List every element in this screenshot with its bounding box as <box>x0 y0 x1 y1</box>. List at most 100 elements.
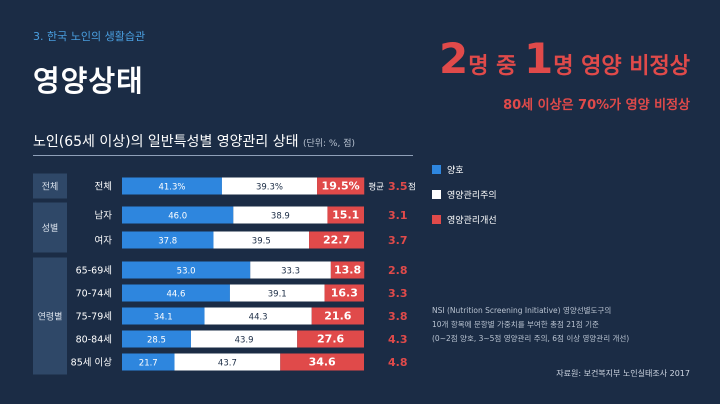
bar-segment <box>250 261 331 279</box>
legend-label-good: 양호 <box>447 166 464 176</box>
category-label: 75-79세 <box>76 312 112 323</box>
average-score: 3.8 <box>388 310 408 323</box>
data-label: 39.5 <box>252 237 271 247</box>
legend-label-caution: 영양관리주의 <box>447 191 497 201</box>
data-label: 44.6 <box>166 290 185 300</box>
chart-title-text: 노인(65세 이상)의 일반특성별 영양관리 상태 <box>33 134 299 150</box>
note-line: NSI (Nutrition Screening Initiative) 영양선… <box>432 306 612 315</box>
legend-item-good: 양호 <box>432 163 497 176</box>
section-label: 3. 한국 노인의 생활습관 <box>33 30 146 43</box>
bar-segment <box>122 177 222 195</box>
data-label: 53.0 <box>177 267 196 277</box>
headline-text-2: 명 영양 비정상 <box>553 54 690 79</box>
average-score: 3.3 <box>388 287 408 300</box>
category-label: 여자 <box>95 235 113 247</box>
bar-segment <box>122 307 205 325</box>
data-label: 37.8 <box>158 237 177 247</box>
average-score: 4.8 <box>388 356 408 369</box>
data-label: 28.5 <box>147 336 166 346</box>
data-label: 27.6 <box>317 333 344 346</box>
group-box <box>33 257 67 375</box>
data-label: 38.9 <box>271 212 290 222</box>
data-label: 19.5% <box>322 180 360 193</box>
bar-segment <box>280 353 364 371</box>
bar-segment <box>233 206 328 224</box>
data-label: 21.7 <box>139 359 158 369</box>
average-unit: 점 <box>408 182 416 193</box>
legend-swatch-caution <box>432 190 441 199</box>
bar-segment <box>324 284 364 302</box>
legend-swatch-improve <box>432 215 441 224</box>
bar-segment <box>317 177 365 195</box>
average-score: 3.5 <box>388 180 408 193</box>
chart-title: 노인(65세 이상)의 일반특성별 영양관리 상태 (단위: %, 점) <box>33 131 355 151</box>
legend-swatch-good <box>432 165 441 174</box>
group-box <box>33 202 67 253</box>
data-label: 13.8 <box>334 264 361 277</box>
legend-label-improve: 영양관리개선 <box>447 216 497 226</box>
average-score: 2.8 <box>388 264 408 277</box>
headline-number-1: 2 <box>438 34 469 83</box>
category-label: 전체 <box>95 182 112 193</box>
main-title: 영양상태 <box>33 64 144 98</box>
bar-segment <box>309 231 364 249</box>
subheadline: 80세 이상은 70%가 영양 비정상 <box>503 98 690 113</box>
data-label: 41.3% <box>158 183 185 193</box>
data-label: 34.1 <box>154 313 173 323</box>
legend-item-improve: 영양관리개선 <box>432 213 497 226</box>
data-label: 21.6 <box>324 310 351 323</box>
data-label: 16.3 <box>331 287 358 300</box>
category-label: 남자 <box>95 211 113 222</box>
headline-text-1: 명 중 <box>468 54 524 79</box>
data-label: 39.3% <box>256 183 283 193</box>
data-label: 43.9 <box>235 336 254 346</box>
title-divider <box>33 155 413 156</box>
data-label: 43.7 <box>218 359 237 369</box>
bar-segment <box>213 231 310 249</box>
bar-segment <box>204 307 312 325</box>
headline-number-2: 1 <box>524 34 554 83</box>
bar-segment <box>297 330 364 348</box>
data-label: 34.6 <box>309 356 336 369</box>
bar-segment <box>122 330 191 348</box>
data-label: 44.3 <box>249 313 268 323</box>
average-label: 평균 <box>368 182 384 193</box>
bar-segment <box>174 353 281 371</box>
bar-segment <box>122 261 251 279</box>
data-label: 33.3 <box>281 267 300 277</box>
methodology-note: NSI (Nutrition Screening Initiative) 영양선… <box>432 304 629 346</box>
bar-segment <box>122 284 230 302</box>
bar-segment <box>330 261 365 279</box>
bar-segment <box>221 177 318 195</box>
category-label: 70-74세 <box>76 289 112 300</box>
bar-segment <box>122 353 175 371</box>
data-label: 39.1 <box>268 290 287 300</box>
group-label: 성별 <box>42 223 59 234</box>
source-credit: 자료원: 보건복지부 노인실태조사 2017 <box>556 369 690 378</box>
chart-unit: (단위: %, 점) <box>302 139 355 149</box>
bar-segment <box>122 231 214 249</box>
group-box <box>33 173 67 199</box>
data-label: 15.1 <box>332 209 359 222</box>
headline: 2명 중 1명 영양 비정상 <box>439 34 690 83</box>
group-label: 연령별 <box>38 311 63 323</box>
category-label: 85세 이상 <box>71 358 113 369</box>
average-score: 3.1 <box>388 209 408 222</box>
bar-segment <box>311 307 364 325</box>
bar-segment <box>190 330 298 348</box>
average-score: 3.7 <box>388 234 408 247</box>
category-label: 65-69세 <box>76 266 112 277</box>
bar-segment <box>122 206 234 224</box>
group-label: 전체 <box>42 182 59 193</box>
category-label: 80-84세 <box>76 335 112 346</box>
data-label: 22.7 <box>323 234 350 247</box>
average-score: 4.3 <box>388 333 408 346</box>
note-line: 10개 항목에 문항별 가중치를 부여한 총점 21점 기준 <box>432 320 599 329</box>
legend-item-caution: 영양관리주의 <box>432 188 497 201</box>
bar-segment <box>229 284 325 302</box>
note-line: (0~2점 양호, 3~5점 영양관리 주의, 6점 이상 영양관리 개선) <box>432 334 630 343</box>
bar-segment <box>327 206 364 224</box>
data-label: 46.0 <box>168 212 187 222</box>
legend: 양호 영양관리주의 영양관리개선 <box>432 163 497 238</box>
